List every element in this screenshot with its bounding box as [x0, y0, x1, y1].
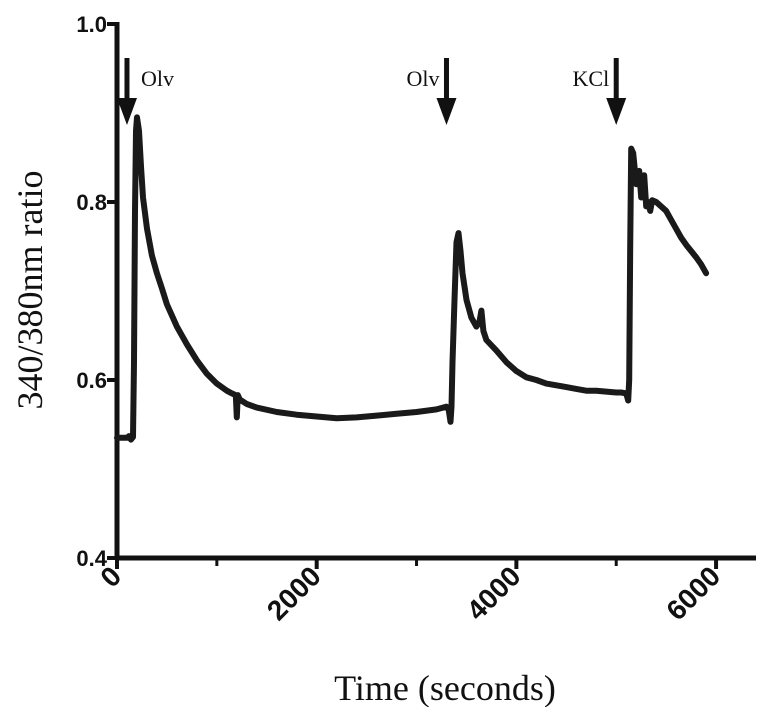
annotation-label: Olv — [406, 66, 439, 91]
arrow-head-icon — [436, 98, 457, 125]
annotation-olv: Olv — [116, 58, 174, 125]
arrow-head-icon — [606, 98, 627, 125]
x-tick-label: 4000 — [461, 560, 527, 626]
y-tick-label: 0.4 — [76, 546, 107, 571]
axes — [114, 22, 756, 561]
annotation-label: KCl — [573, 66, 610, 91]
x-tick-label: 0 — [94, 560, 127, 593]
annotation-olv: Olv — [406, 58, 457, 125]
x-tick-label: 2000 — [261, 560, 327, 626]
y-tick-label: 0.6 — [76, 368, 107, 393]
y-ticks: 0.4 0.6 0.8 1.0 — [76, 12, 117, 571]
annotation-label: Olv — [141, 66, 174, 91]
y-tick-label: 0.8 — [76, 190, 107, 215]
x-axis-title: Time (seconds) — [334, 668, 556, 707]
series-line — [114, 114, 710, 443]
x-ticks: 0 2000 4000 6000 — [94, 558, 726, 626]
annotation-kcl: KCl — [573, 58, 627, 125]
y-axis-title: 340/380nm ratio — [10, 171, 50, 410]
arrow-head-icon — [116, 98, 137, 125]
annotations: Olv Olv KCl — [116, 58, 627, 125]
y-tick-label: 1.0 — [76, 12, 107, 37]
x-tick-label: 6000 — [660, 560, 726, 626]
